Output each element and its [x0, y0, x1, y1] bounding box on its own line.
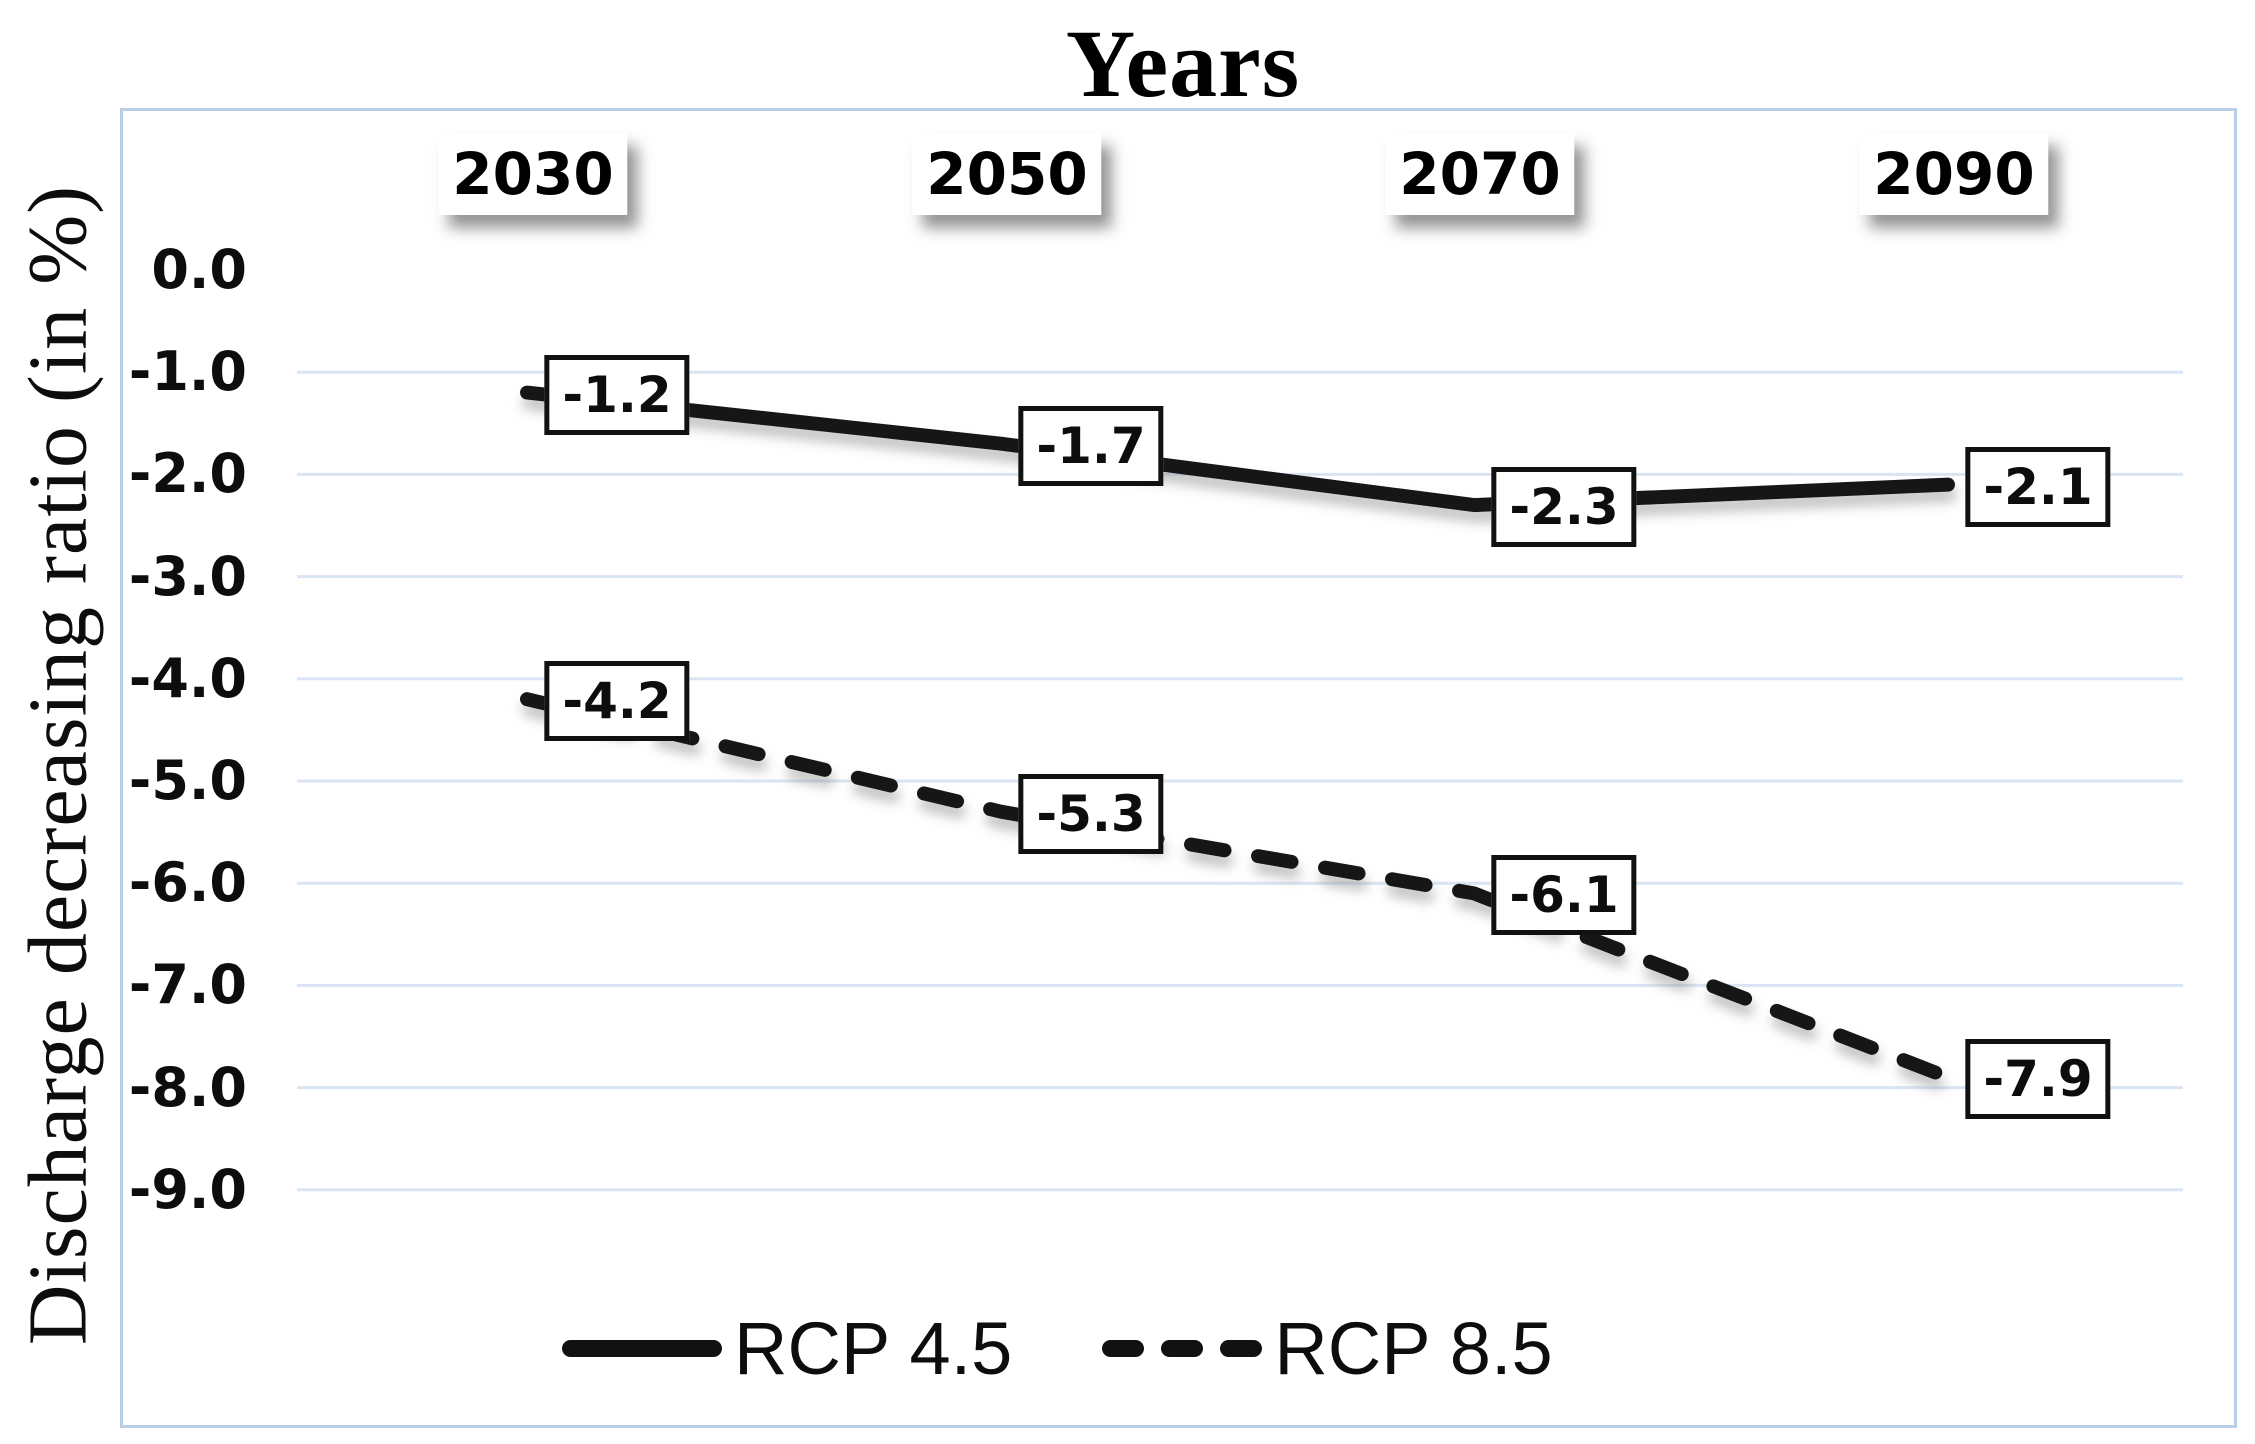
legend: RCP 4.5 RCP 8.5	[562, 1302, 1553, 1394]
x-category-label: 2050	[912, 133, 1102, 215]
series-line-rcp-8-5	[520, 692, 1955, 1085]
data-label: -2.1	[1965, 446, 2111, 527]
dashed-line-swatch-icon	[1102, 1339, 1263, 1357]
data-label: -6.1	[1491, 855, 1637, 936]
y-tick-label: -3.0	[128, 544, 247, 608]
chart-title: Years	[1065, 10, 1301, 117]
series-lines-group	[520, 385, 1955, 1085]
chart-frame	[120, 108, 2237, 1428]
data-label: -1.2	[544, 354, 690, 435]
y-tick-label: -9.0	[128, 1157, 247, 1221]
legend-label-rcp45: RCP 4.5	[734, 1306, 1013, 1390]
x-category-label: 2090	[1859, 133, 2049, 215]
data-label: -1.7	[1018, 405, 1164, 486]
data-label: -4.2	[544, 661, 690, 742]
dash-segment-icon	[1220, 1339, 1263, 1357]
y-tick-label: -2.0	[128, 442, 247, 506]
data-label: -5.3	[1018, 773, 1164, 854]
y-tick-label: -1.0	[128, 340, 247, 404]
x-category-label: 2030	[438, 133, 628, 215]
solid-line-swatch-icon	[562, 1339, 722, 1357]
y-tick-label: -4.0	[128, 646, 247, 710]
data-label: -2.3	[1491, 467, 1637, 548]
y-tick-label: -6.0	[128, 851, 247, 915]
legend-item-rcp85: RCP 8.5	[1102, 1306, 1553, 1391]
x-category-label: 2070	[1385, 133, 1575, 215]
series-line-rcp-4-5	[520, 385, 1955, 513]
legend-item-rcp45: RCP 4.5	[562, 1306, 1012, 1391]
y-tick-label: -7.0	[128, 953, 247, 1017]
y-tick-label: -5.0	[128, 749, 247, 812]
dash-segment-icon	[1102, 1339, 1145, 1357]
dash-segment-icon	[1161, 1339, 1204, 1357]
legend-label-rcp85: RCP 8.5	[1274, 1306, 1553, 1390]
data-label: -7.9	[1965, 1039, 2111, 1120]
y-tick-label: -8.0	[128, 1055, 247, 1119]
y-tick-label: 0.0	[151, 238, 247, 301]
